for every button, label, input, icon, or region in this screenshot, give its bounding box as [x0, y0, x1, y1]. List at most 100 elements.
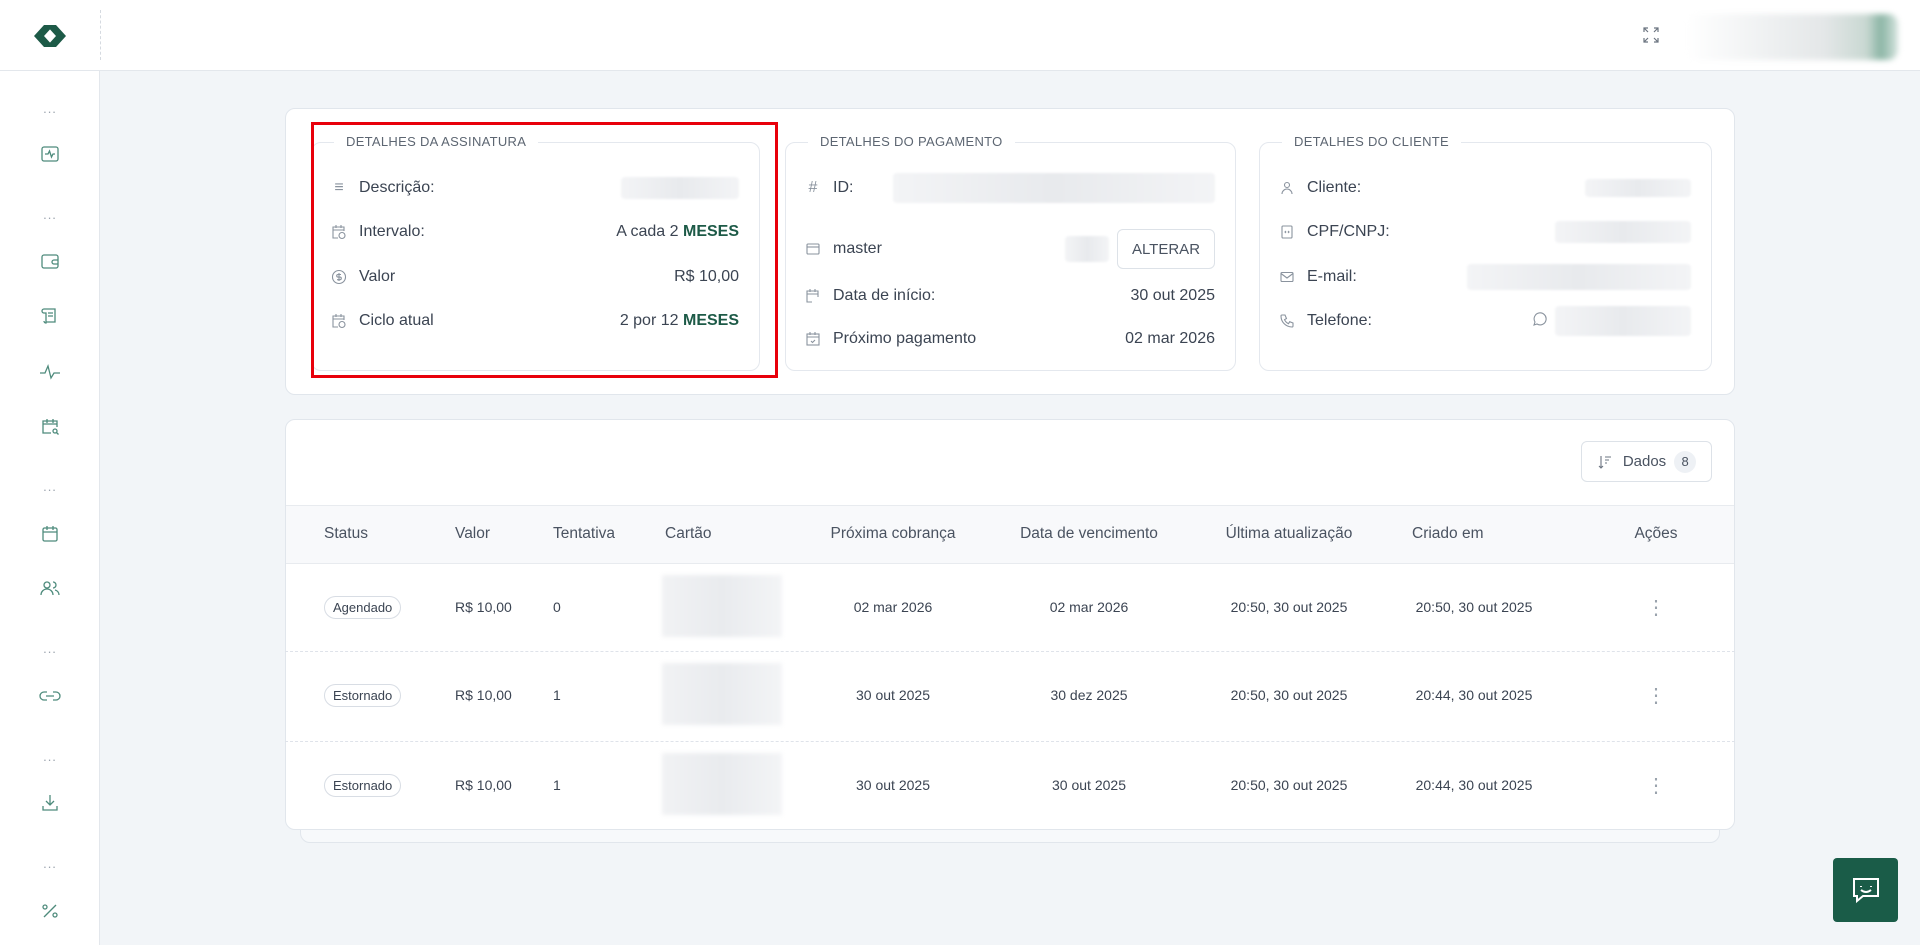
percent-icon[interactable] — [0, 899, 100, 923]
payment-details: DETALHES DO PAGAMENTO # ID: master ALTER… — [785, 134, 1236, 371]
cell-data-vencimento: 30 dez 2025 — [1050, 687, 1128, 703]
row-actions-menu-icon[interactable]: ⋮ — [1646, 684, 1666, 707]
details-card — [285, 108, 1735, 395]
cell-ultima-atualizacao: 20:50, 30 out 2025 — [1230, 687, 1348, 703]
highlight-box — [311, 122, 778, 378]
dados-count-badge: 8 — [1674, 450, 1697, 473]
wallet-icon[interactable] — [0, 249, 100, 273]
column-status[interactable]: Status — [324, 524, 368, 542]
client-row: Cliente: — [1278, 175, 1691, 201]
column-cartao[interactable]: Cartão — [665, 524, 712, 542]
value-amount: R$ 10,00 — [674, 268, 739, 285]
cell-data-vencimento: 30 out 2025 — [1052, 777, 1126, 793]
description-label: Descrição: — [359, 179, 435, 196]
id-value-redacted — [893, 173, 1215, 203]
column-data-vencimento[interactable]: Data de vencimento — [1020, 524, 1158, 542]
next-payment-row: Próximo pagamento 02 mar 2026 — [804, 326, 1215, 352]
activity-box-icon[interactable] — [0, 142, 100, 166]
id-label: ID: — [833, 179, 854, 196]
users-icon[interactable] — [0, 576, 100, 600]
column-proxima-cobranca[interactable]: Próxima cobrança — [830, 524, 956, 542]
cell-proxima-cobranca: 30 out 2025 — [856, 687, 930, 703]
document-value-redacted — [1555, 221, 1691, 243]
cell-ultima-atualizacao: 20:50, 30 out 2025 — [1230, 599, 1348, 615]
client-name-redacted — [1585, 179, 1691, 197]
chat-support-button[interactable] — [1833, 858, 1898, 922]
whatsapp-icon[interactable] — [1531, 311, 1547, 332]
value-label: Valor — [359, 268, 396, 285]
column-tentativa[interactable]: Tentativa — [553, 524, 616, 542]
sidebar-group-dots: ... — [43, 100, 57, 116]
calendar-icon — [804, 287, 822, 305]
cell-data-vencimento: 02 mar 2026 — [1049, 599, 1129, 615]
hash-icon: # — [808, 179, 818, 196]
calendar-search-icon[interactable] — [0, 414, 100, 438]
description-value-redacted — [621, 177, 739, 199]
change-card-button[interactable]: ALTERAR — [1117, 229, 1215, 269]
chat-icon — [1852, 878, 1879, 904]
cycle-value: 2 por 12 MESES — [619, 312, 739, 329]
column-criado-em[interactable]: Criado em — [1412, 524, 1484, 542]
mail-icon — [1278, 268, 1296, 286]
cell-tentativa: 1 — [553, 687, 561, 703]
calendar-icon[interactable] — [0, 522, 100, 546]
user-menu[interactable] — [1686, 14, 1898, 60]
calendar-clock-icon — [330, 312, 348, 330]
row-actions-menu-icon[interactable]: ⋮ — [1646, 774, 1666, 797]
description-row: ≡ Descrição: — [330, 175, 739, 201]
next-payment-value: 02 mar 2026 — [1125, 330, 1215, 347]
start-date-value: 30 out 2025 — [1130, 287, 1215, 304]
cell-tentativa: 0 — [553, 599, 561, 615]
document-row: CPF/CNPJ: — [1278, 219, 1691, 245]
column-acoes: Ações — [1634, 524, 1678, 542]
sidebar-group-dots: ... — [43, 478, 57, 494]
card-number-redacted — [1065, 236, 1109, 262]
cycle-row: Ciclo atual 2 por 12 MESES — [330, 308, 739, 334]
dados-button[interactable]: Dados 8 — [1581, 441, 1712, 482]
dollar-circle-icon — [330, 268, 348, 286]
receipt-scroll-icon[interactable] — [0, 304, 100, 328]
phone-row: Telefone: — [1278, 306, 1691, 336]
card-image-redacted — [662, 753, 782, 815]
interval-label: Intervalo: — [359, 223, 425, 240]
cycle-label: Ciclo atual — [359, 312, 434, 329]
sort-icon — [1597, 454, 1613, 470]
start-date-label: Data de início: — [833, 287, 936, 304]
download-icon[interactable] — [0, 791, 100, 815]
section-title: DETALHES DO PAGAMENTO — [808, 134, 1015, 149]
fullscreen-icon[interactable] — [1642, 26, 1660, 44]
card-row: master ALTERAR — [804, 229, 1215, 269]
start-date-row: Data de início: 30 out 2025 — [804, 283, 1215, 309]
link-icon[interactable] — [0, 684, 100, 708]
sidebar-group-dots: ... — [43, 855, 57, 871]
section-title: DETALHES DA ASSINATURA — [334, 134, 539, 149]
cell-valor: R$ 10,00 — [455, 599, 512, 615]
charges-table-card — [285, 419, 1735, 830]
cell-valor: R$ 10,00 — [455, 687, 512, 703]
phone-icon — [1278, 312, 1296, 330]
next-payment-label: Próximo pagamento — [833, 330, 977, 347]
pulse-icon[interactable] — [0, 360, 100, 384]
interval-value: A cada 2 MESES — [616, 223, 739, 240]
row-divider — [285, 651, 1735, 652]
lines-icon: ≡ — [334, 179, 344, 196]
cell-proxima-cobranca: 02 mar 2026 — [853, 599, 933, 615]
subscription-details: DETALHES DA ASSINATURA ≡ Descrição: Inte… — [311, 134, 760, 371]
cell-criado-em: 20:44, 30 out 2025 — [1415, 777, 1533, 793]
sidebar-group-dots: ... — [43, 640, 57, 656]
column-ultima-atualizacao[interactable]: Última atualização — [1225, 524, 1353, 542]
phone-label: Telefone: — [1307, 312, 1372, 329]
cell-valor: R$ 10,00 — [455, 777, 512, 793]
sidebar-group-dots: ... — [43, 748, 57, 764]
column-valor[interactable]: Valor — [455, 524, 491, 542]
brand-logo[interactable] — [32, 20, 68, 52]
dados-label: Dados — [1622, 453, 1667, 470]
client-details: DETALHES DO CLIENTE Cliente: CPF/CNPJ: E… — [1259, 134, 1712, 371]
document-code-icon — [1278, 223, 1296, 241]
email-value-redacted — [1467, 264, 1691, 290]
cell-ultima-atualizacao: 20:50, 30 out 2025 — [1230, 777, 1348, 793]
row-actions-menu-icon[interactable]: ⋮ — [1646, 596, 1666, 619]
card-image-redacted — [662, 663, 782, 725]
section-title: DETALHES DO CLIENTE — [1282, 134, 1461, 149]
card-image-redacted — [662, 575, 782, 637]
